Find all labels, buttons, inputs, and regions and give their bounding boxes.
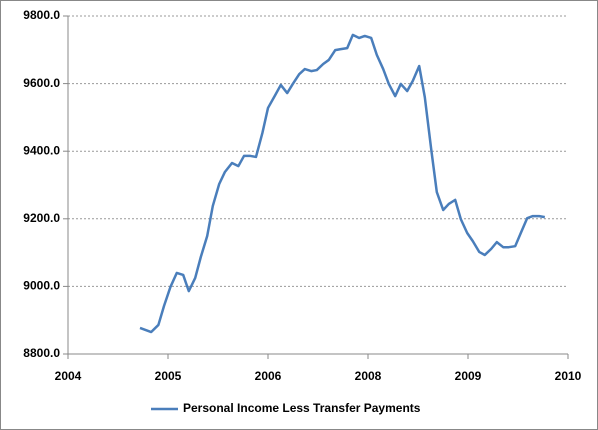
y-tick-label: 9800.0: [23, 8, 60, 22]
legend-label: Personal Income Less Transfer Payments: [183, 401, 421, 415]
y-tick-label: 8800.0: [23, 346, 60, 360]
y-tick-label: 9400.0: [23, 143, 60, 157]
y-tick-label: 9600.0: [23, 76, 60, 90]
y-tick-label: 9000.0: [23, 279, 60, 293]
y-tick-label: 9200.0: [23, 211, 60, 225]
data-line: [139, 33, 546, 334]
x-tick-label: 2010: [555, 369, 582, 383]
x-tick-label: 2004: [55, 369, 82, 383]
x-tick-label: 2009: [455, 369, 482, 383]
x-tick-label: 2005: [155, 369, 182, 383]
x-tick-label: 2006: [255, 369, 282, 383]
x-tick-label: 2008: [355, 369, 382, 383]
